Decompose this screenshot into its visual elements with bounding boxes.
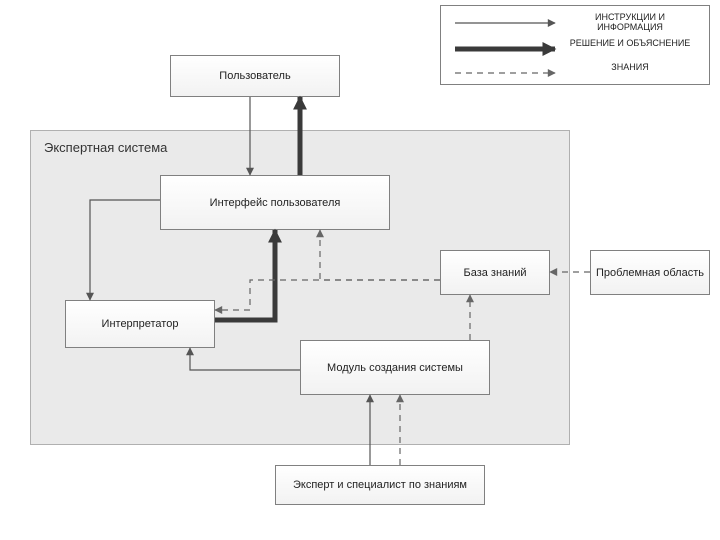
legend-label: РЕШЕНИЕ И ОБЪЯСНЕНИЕ — [565, 39, 695, 49]
node-ui-label: Интерфейс пользователя — [210, 197, 341, 209]
node-interpreter: Интерпретатор — [65, 300, 215, 348]
node-kb-label: База знаний — [463, 267, 526, 279]
legend-label: ЗНАНИЯ — [565, 63, 695, 73]
node-kb: База знаний — [440, 250, 550, 295]
node-user-label: Пользователь — [219, 70, 290, 82]
node-module: Модуль создания системы — [300, 340, 490, 395]
node-interpreter-label: Интерпретатор — [102, 318, 179, 330]
node-user: Пользователь — [170, 55, 340, 97]
node-domain: Проблемная область — [590, 250, 710, 295]
node-module-label: Модуль создания системы — [327, 362, 463, 374]
legend-label: ИНСТРУКЦИИ И ИНФОРМАЦИЯ — [565, 13, 695, 33]
node-ui: Интерфейс пользователя — [160, 175, 390, 230]
node-expert: Эксперт и специалист по знаниям — [275, 465, 485, 505]
node-domain-label: Проблемная область — [596, 267, 704, 279]
diagram-canvas: Экспертная система Пользователь Интерфей… — [0, 0, 720, 540]
system-title: Экспертная система — [44, 140, 167, 155]
node-expert-label: Эксперт и специалист по знаниям — [293, 479, 467, 491]
